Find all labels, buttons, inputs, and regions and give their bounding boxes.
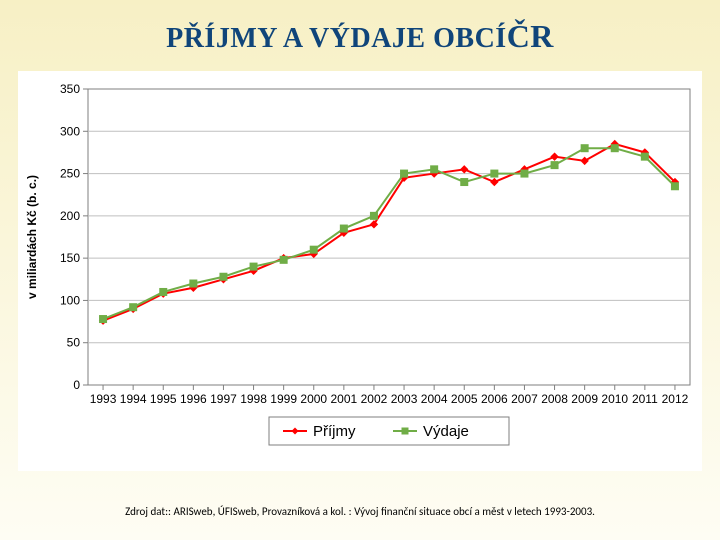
slide-root: PŘÍJMY A VÝDAJE OBCÍČR 0 50 100 150 200 250 30… [0,0,720,540]
svg-text:2008: 2008 [541,392,568,406]
svg-text:1997: 1997 [210,392,237,406]
svg-text:2012: 2012 [662,392,689,406]
svg-text:Příjmy: Příjmy [313,423,356,440]
svg-text:350: 350 [60,82,80,96]
svg-text:1996: 1996 [180,392,207,406]
svg-text:2003: 2003 [391,392,418,406]
svg-text:Výdaje: Výdaje [423,423,469,440]
title-main: PŘÍJMY A VÝDAJE OBCÍ [166,23,507,54]
svg-text:1994: 1994 [120,392,147,406]
svg-text:2001: 2001 [330,392,357,406]
svg-text:2000: 2000 [300,392,327,406]
svg-text:100: 100 [60,293,80,307]
svg-text:2011: 2011 [632,392,658,406]
svg-text:250: 250 [60,167,80,181]
svg-text:2010: 2010 [601,392,628,406]
line-chart: 0501001502002503003501993199419951996199… [18,71,702,471]
svg-text:2009: 2009 [571,392,598,406]
svg-text:2005: 2005 [451,392,478,406]
svg-text:150: 150 [60,251,80,265]
source-text: Zdroj dat:: ARISweb, ÚFISweb, Provazníko… [0,505,720,518]
svg-text:2004: 2004 [421,392,448,406]
svg-text:50: 50 [67,336,81,350]
svg-text:2002: 2002 [361,392,388,406]
chart-container: 0501001502002503003501993199419951996199… [18,71,702,471]
svg-text:1993: 1993 [90,392,117,406]
slide-title: PŘÍJMY A VÝDAJE OBCÍČR [0,0,720,61]
svg-text:0: 0 [73,378,80,392]
svg-text:300: 300 [60,124,80,138]
svg-text:2006: 2006 [481,392,508,406]
title-suffix: ČR [507,18,554,54]
svg-text:200: 200 [60,209,80,223]
svg-text:v miliardách Kč (b. c.): v miliardách Kč (b. c.) [25,175,39,299]
svg-text:1999: 1999 [270,392,297,406]
svg-text:1998: 1998 [240,392,267,406]
svg-text:2007: 2007 [511,392,538,406]
svg-text:1995: 1995 [150,392,177,406]
